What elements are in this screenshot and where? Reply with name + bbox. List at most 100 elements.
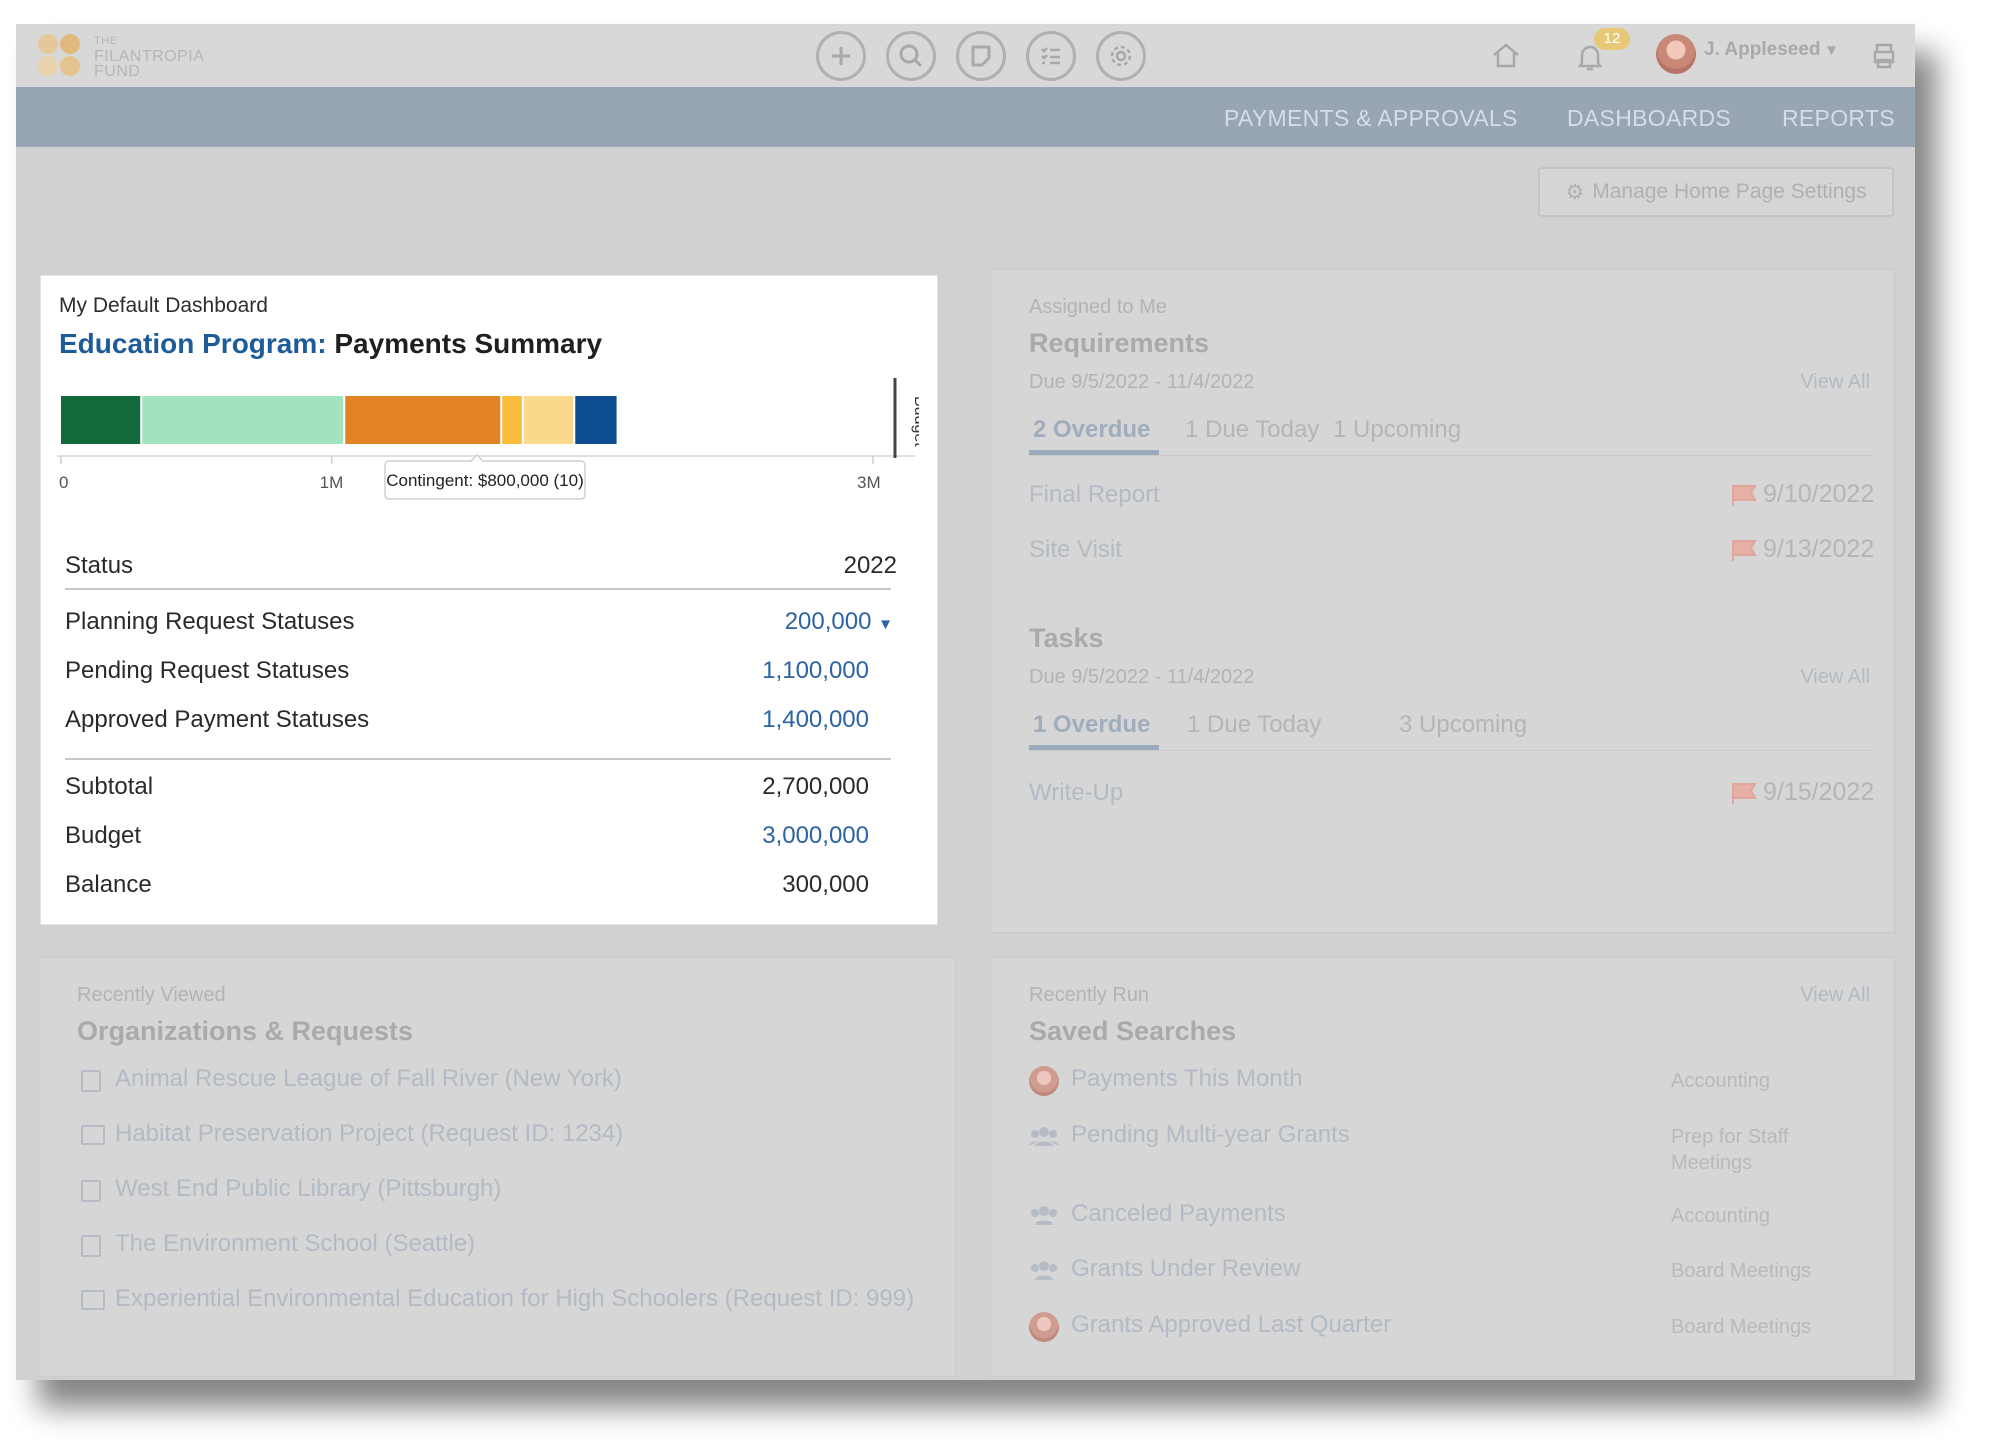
logo-text-line: THE [94, 35, 118, 47]
search-icon [899, 44, 923, 68]
requirement-date: 9/13/2022 [1763, 535, 1875, 563]
tab-divider [1029, 750, 1873, 751]
search-button[interactable] [886, 31, 936, 81]
recent-item[interactable]: Animal Rescue League of Fall River (New … [115, 1065, 622, 1092]
add-button[interactable] [816, 31, 866, 81]
bar-segment[interactable] [61, 396, 141, 444]
saved-search-category: Accounting [1671, 1205, 1770, 1227]
active-tab-indicator [1029, 745, 1159, 750]
saved-search-link[interactable]: Grants Approved Last Quarter [1071, 1311, 1392, 1338]
building-icon [81, 1180, 101, 1202]
budget-value-link[interactable]: 3,000,000 [762, 822, 869, 849]
row-value[interactable]: 200,000 [784, 608, 872, 635]
saved-search-category: Board Meetings [1671, 1260, 1812, 1282]
building-icon [81, 1235, 101, 1257]
row-label: Approved Payment Statuses [65, 706, 370, 733]
tab-overdue[interactable]: 2 Overdue [1033, 416, 1151, 443]
group-icon [1029, 1127, 1059, 1146]
tooltip: Contingent: $800,000 (10) [384, 453, 586, 500]
assigned-panel: Assigned to Me Requirements Due 9/5/2022… [990, 269, 1895, 933]
tasks-view-all[interactable]: View All [1800, 666, 1870, 688]
recent-item[interactable]: Experiential Environmental Education for… [115, 1285, 915, 1312]
bar-segment[interactable] [575, 396, 617, 444]
bar-segment[interactable] [523, 396, 574, 444]
saved-title: Saved Searches [1029, 1016, 1237, 1046]
folder-icon [81, 1290, 105, 1310]
logo[interactable]: THE FILANTROPIA FUND [38, 32, 238, 80]
task-link[interactable]: Write-Up [1029, 779, 1124, 806]
logo-text-line: FUND [94, 63, 141, 80]
dashboard-title[interactable]: Education Program: Payments Summary [59, 328, 602, 360]
home-icon[interactable] [1488, 38, 1524, 74]
row-value-link[interactable]: 200,000 ▼ [785, 608, 893, 636]
row-label: Pending Request Statuses [65, 657, 350, 684]
recent-item[interactable]: The Environment School (Seattle) [115, 1230, 476, 1257]
avatar[interactable] [1656, 34, 1696, 74]
tasks-due-range: Due 9/5/2022 - 11/4/2022 [1029, 666, 1255, 688]
bar-segment[interactable] [345, 396, 501, 444]
requirement-link[interactable]: Final Report [1029, 481, 1160, 508]
tooltip-text: Contingent: $800,000 (10) [386, 471, 584, 490]
manage-settings-label: Manage Home Page Settings [1592, 180, 1867, 203]
bar-segment[interactable] [502, 396, 522, 444]
saved-search-link[interactable]: Payments This Month [1071, 1065, 1303, 1092]
nav-payments-approvals[interactable]: PAYMENTS & APPROVALS [1224, 105, 1518, 131]
saved-search-category: Accounting [1671, 1070, 1770, 1092]
tab-upcoming[interactable]: 1 Upcoming [1333, 416, 1462, 443]
avatar-icon [1029, 1312, 1059, 1342]
manage-settings-button[interactable]: ⚙ Manage Home Page Settings [1538, 167, 1894, 217]
saved-view-all[interactable]: View All [1800, 984, 1870, 1006]
table-header: Status 2022 [65, 546, 897, 586]
user-name[interactable]: J. Appleseed [1704, 39, 1821, 60]
notes-button[interactable] [956, 31, 1006, 81]
row-label: Planning Request Statuses [65, 608, 355, 635]
budget-label: Budget [65, 822, 142, 849]
subtotal-label: Subtotal [65, 773, 154, 800]
recently-viewed-panel: Recently Viewed Organizations & Requests… [38, 957, 956, 1377]
bar-segments [61, 396, 617, 444]
payments-bar-chart[interactable]: 0 1M 3M Budget Contingent: $800,000 (10) [57, 376, 919, 506]
logo-text-line: FILANTROPIA [94, 48, 205, 65]
logo-mark [38, 56, 58, 76]
row-value-link[interactable]: 1,100,000 [762, 657, 869, 684]
requirements-due-range: Due 9/5/2022 - 11/4/2022 [1029, 371, 1255, 393]
saved-search-link[interactable]: Canceled Payments [1071, 1200, 1286, 1227]
saved-search-link[interactable]: Pending Multi-year Grants [1071, 1121, 1350, 1148]
subtotal-row: Subtotal 2,700,000 [65, 767, 891, 807]
settings-button[interactable] [1096, 31, 1146, 81]
home-page: ⚙ Manage Home Page Settings My Default D… [16, 147, 1915, 1380]
requirement-date: 9/10/2022 [1763, 480, 1875, 508]
tasks-button[interactable] [1026, 31, 1076, 81]
divider [65, 758, 891, 760]
year-column-header: 2022 [843, 552, 897, 579]
axis-tick-label: 0 [59, 473, 68, 492]
row-value-link[interactable]: 1,400,000 [762, 706, 869, 733]
requirement-link[interactable]: Site Visit [1029, 536, 1122, 563]
bell-icon[interactable] [1572, 38, 1608, 74]
requirements-title: Requirements [1029, 328, 1210, 358]
chevron-down-icon[interactable]: ▼ [878, 616, 893, 633]
dashboard-kicker: My Default Dashboard [59, 294, 268, 317]
requirements-view-all[interactable]: View All [1800, 371, 1870, 393]
tab-due-today[interactable]: 1 Due Today [1187, 711, 1322, 738]
chevron-down-icon[interactable]: ▼ [1824, 42, 1839, 59]
nav-reports[interactable]: REPORTS [1782, 105, 1895, 131]
balance-value: 300,000 [782, 871, 869, 898]
tab-upcoming[interactable]: 3 Upcoming [1399, 711, 1528, 738]
recent-item[interactable]: Habitat Preservation Project (Request ID… [115, 1120, 624, 1147]
table-row: Approved Payment Statuses 1,400,000 [65, 700, 891, 740]
nav-dashboards[interactable]: DASHBOARDS [1567, 105, 1732, 131]
panel-kicker: Recently Viewed [77, 984, 226, 1006]
recent-item[interactable]: West End Public Library (Pittsburgh) [115, 1175, 502, 1202]
plus-icon [832, 47, 850, 65]
subtotal-value: 2,700,000 [762, 773, 869, 800]
program-name[interactable]: Education Program: [59, 328, 327, 359]
panel-kicker: Recently Run [1029, 984, 1150, 1006]
saved-search-link[interactable]: Grants Under Review [1071, 1255, 1301, 1282]
tab-overdue[interactable]: 1 Overdue [1033, 711, 1151, 738]
print-icon[interactable] [1868, 40, 1900, 72]
tab-due-today[interactable]: 1 Due Today [1185, 416, 1320, 443]
dashboard-subtitle: Payments Summary [334, 328, 603, 359]
tab-divider [1029, 455, 1873, 456]
bar-segment[interactable] [142, 396, 344, 444]
